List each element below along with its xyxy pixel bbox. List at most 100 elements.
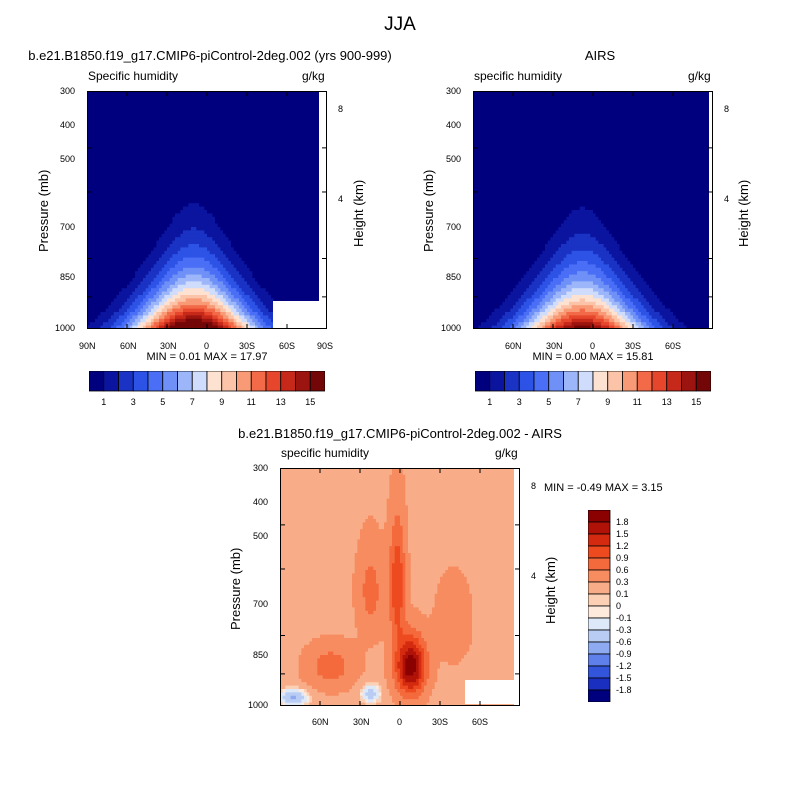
colorbar-swatch bbox=[177, 371, 193, 392]
panel3-y2tick-4: 4 bbox=[531, 571, 537, 581]
colorbar-label: 1 bbox=[487, 397, 492, 407]
panel2-xtick-60S: 60S bbox=[665, 341, 682, 351]
panel1-xtick-0: 0 bbox=[204, 341, 210, 351]
colorbar-swatch bbox=[280, 371, 296, 392]
colorbar-label: -1.2 bbox=[616, 661, 632, 671]
panel3-colorbar: 1.8 1.5 1.2 0.9 0.6 0.3 0.1 0 -0.1 -0.3 -0.6 -0.9 -1… bbox=[588, 510, 632, 702]
colorbar-label: 15 bbox=[305, 397, 315, 407]
colorbar-label: 1.8 bbox=[616, 517, 629, 527]
panel2-ytick-850: 850 bbox=[446, 272, 462, 282]
colorbar-label: 1.2 bbox=[616, 541, 629, 551]
panel3-units: g/kg bbox=[495, 446, 518, 460]
colorbar-swatch bbox=[206, 371, 223, 392]
panel3-ytick-400: 400 bbox=[253, 497, 269, 507]
panel2-xtick-30S: 30S bbox=[625, 341, 642, 351]
panel2-minmax: MIN = 0.00 MAX = 15.81 bbox=[532, 351, 654, 363]
colorbar-swatch bbox=[681, 371, 697, 392]
colorbar-swatch bbox=[191, 371, 208, 392]
colorbar-swatch bbox=[89, 371, 105, 392]
colorbar-label: 5 bbox=[546, 397, 551, 407]
colorbar-label: 3 bbox=[517, 397, 522, 407]
panel1-xtick-90N: 90N bbox=[79, 341, 96, 351]
colorbar-swatch bbox=[588, 641, 611, 655]
colorbar-swatch bbox=[250, 371, 267, 392]
panel2-ylabel: Pressure (mb) bbox=[421, 169, 436, 252]
panel1-xtick-60N: 60N bbox=[120, 341, 137, 351]
panel2-y2tick-4: 4 bbox=[724, 194, 730, 204]
panel3-y2label: Height (km) bbox=[543, 556, 558, 624]
panel1-y2tick-4: 4 bbox=[338, 194, 344, 204]
panel3-ytick-700: 700 bbox=[253, 599, 269, 609]
panel2-ytick-400: 400 bbox=[446, 120, 462, 130]
colorbar-label: 0.9 bbox=[616, 553, 629, 563]
panel1-xtick-30S: 30S bbox=[239, 341, 256, 351]
colorbar-swatch bbox=[504, 371, 520, 392]
panel2-ytick-1000: 1000 bbox=[441, 323, 462, 333]
colorbar-swatch bbox=[588, 617, 611, 631]
panel1-variable: Specific humidity bbox=[88, 69, 179, 83]
colorbar-swatch bbox=[588, 653, 611, 667]
colorbar-swatch bbox=[588, 521, 611, 535]
colorbar-label: 9 bbox=[219, 397, 224, 407]
colorbar-label: -1.5 bbox=[616, 673, 632, 683]
panel3-y2tick-8: 8 bbox=[531, 481, 537, 491]
panel2-ytick-300: 300 bbox=[446, 86, 462, 96]
panel2-y2label: Height (km) bbox=[736, 179, 751, 247]
colorbar-swatch bbox=[236, 371, 252, 392]
colorbar-swatch bbox=[588, 677, 611, 691]
panel1-ytick-700: 700 bbox=[60, 222, 76, 232]
panel1-ylabel: Pressure (mb) bbox=[36, 169, 51, 252]
panel2-xtick-30N: 30N bbox=[546, 341, 563, 351]
panel3-xtick-60N: 60N bbox=[312, 717, 329, 727]
panel2-xtick-0: 0 bbox=[590, 341, 596, 351]
colorbar-label: 1 bbox=[101, 397, 106, 407]
panel3-ytick-850: 850 bbox=[253, 650, 269, 660]
panel3-xtick-30S: 30S bbox=[432, 717, 449, 727]
panel1-y2tick-8: 8 bbox=[338, 104, 344, 114]
colorbar-swatch bbox=[132, 371, 149, 392]
colorbar-swatch bbox=[118, 371, 134, 392]
panel1-ytick-300: 300 bbox=[60, 86, 76, 96]
panel1-ytick-500: 500 bbox=[60, 154, 76, 164]
colorbar-swatch bbox=[695, 371, 711, 392]
panel3-plot bbox=[280, 468, 520, 706]
colorbar-swatch bbox=[607, 371, 623, 392]
colorbar-swatch bbox=[548, 371, 564, 392]
colorbar-swatch bbox=[588, 593, 611, 607]
panel3-title: b.e21.B1850.f19_g17.CMIP6-piControl-2deg… bbox=[238, 426, 562, 441]
missing-data-region bbox=[319, 91, 327, 329]
colorbar-label: 13 bbox=[276, 397, 286, 407]
panel1-ytick-1000: 1000 bbox=[55, 323, 76, 333]
panel3-xtick-30N: 30N bbox=[353, 717, 370, 727]
panel3-xtick-60S: 60S bbox=[472, 717, 489, 727]
colorbar-label: -0.1 bbox=[616, 613, 632, 623]
colorbar-label: 7 bbox=[190, 397, 195, 407]
colorbar-label: 15 bbox=[691, 397, 701, 407]
colorbar-label: -0.3 bbox=[616, 625, 632, 635]
panel3-ytick-500: 500 bbox=[253, 531, 269, 541]
colorbar-swatch bbox=[577, 371, 594, 392]
panel1-xtick-90S: 90S bbox=[317, 341, 334, 351]
colorbar-swatch bbox=[489, 371, 505, 392]
panel2-units: g/kg bbox=[688, 69, 711, 83]
colorbar-label: 0.3 bbox=[616, 577, 629, 587]
colorbar-label: 5 bbox=[160, 397, 165, 407]
colorbar-label: 11 bbox=[633, 397, 642, 407]
colorbar-swatch bbox=[592, 371, 609, 392]
panel2-title: AIRS bbox=[584, 48, 616, 63]
colorbar-swatch bbox=[636, 371, 653, 392]
colorbar-swatch bbox=[588, 510, 611, 523]
colorbar-swatch bbox=[588, 533, 611, 547]
panel3-ylabel: Pressure (mb) bbox=[228, 547, 243, 630]
colorbar-label: 3 bbox=[131, 397, 136, 407]
colorbar-label: 1.5 bbox=[616, 529, 629, 539]
colorbar-swatch bbox=[162, 371, 178, 392]
colorbar-swatch bbox=[622, 371, 638, 392]
panel1-colorbar: 1 3 5 7 9 11 13 15 bbox=[89, 371, 325, 407]
colorbar-swatch bbox=[518, 371, 535, 392]
colorbar-swatch bbox=[588, 569, 611, 583]
panel1-minmax: MIN = 0.01 MAX = 17.97 bbox=[146, 351, 268, 363]
colorbar-label: -0.6 bbox=[616, 637, 632, 647]
colorbar-swatch bbox=[588, 557, 611, 571]
colorbar-label: -1.8 bbox=[616, 685, 632, 695]
